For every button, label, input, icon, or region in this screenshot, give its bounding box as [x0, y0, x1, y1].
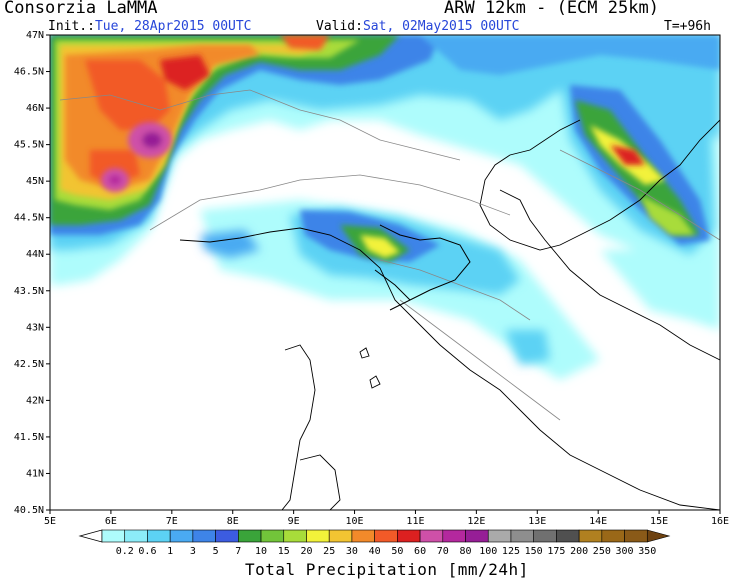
coastlines: [179, 119, 720, 510]
colorbar-high-arrow: [646, 529, 671, 543]
colorbar-swatch: [192, 529, 216, 543]
colorbar-swatch: [306, 529, 330, 543]
lon-tick-label: 11E: [406, 516, 424, 527]
colorbar-level-label: 200: [570, 546, 588, 557]
colorbar-level-label: 300: [616, 546, 634, 557]
colorbar-level-label: 125: [502, 546, 520, 557]
init-value: Tue, 28Apr2015 00UTC: [94, 19, 252, 34]
valid-value: Sat, 02May2015 00UTC: [362, 19, 520, 34]
colorbar-level-label: 15: [278, 546, 290, 557]
colorbar-level-label: 20: [300, 546, 312, 557]
longitude-axis: 5E 6E 7E 8E 9E 10E 11E 12E 13E 14E 15E 16E: [44, 510, 729, 527]
admin-borders: [59, 89, 720, 421]
lat-tick-label: 41N: [26, 468, 44, 479]
lat-tick-label: 45.5N: [14, 140, 44, 151]
colorbar-level-label: 0.2: [116, 546, 134, 557]
colorbar-swatch: [260, 529, 285, 543]
colorbar-swatch: [124, 529, 148, 543]
lon-tick-label: 5E: [44, 516, 56, 527]
colorbar-level-label: 3: [190, 546, 196, 557]
lon-tick-label: 7E: [166, 516, 178, 527]
colorbar-level-label: 30: [346, 546, 358, 557]
lat-tick-label: 46N: [26, 103, 44, 114]
colorbar-swatch: [238, 529, 262, 543]
colorbar-swatch: [283, 529, 307, 543]
colorbar-swatch: [578, 529, 603, 543]
colorbar-level-label: 10: [255, 546, 267, 557]
lon-tick-label: 10E: [346, 516, 364, 527]
colorbar-level-label: 100: [479, 546, 497, 557]
lead-time: T=+96h: [664, 19, 711, 34]
colorbar-level-label: 50: [391, 546, 403, 557]
lon-tick-label: 15E: [650, 516, 668, 527]
model-title: ARW 12km - (ECM 25km): [444, 0, 659, 18]
colorbar-swatch: [215, 529, 239, 543]
colorbar-swatch: [556, 529, 580, 543]
lat-tick-label: 41.5N: [14, 432, 44, 443]
colorbar-level-label: 60: [414, 546, 426, 557]
colorbar-low-arrow: [78, 529, 103, 543]
lat-tick-label: 42.5N: [14, 359, 44, 370]
colorbar-level-label: 0.6: [138, 546, 156, 557]
colorbar-level-label: 5: [213, 546, 219, 557]
colorbar-swatch: [487, 529, 512, 543]
valid-label: Valid:: [316, 19, 363, 34]
colorbar-swatch: [101, 529, 126, 543]
lon-tick-label: 6E: [105, 516, 117, 527]
colorbar-level-label: 250: [593, 546, 611, 557]
colorbar-swatch: [442, 529, 466, 543]
colorbar-swatch: [328, 529, 353, 543]
init-label: Init.:: [48, 19, 95, 34]
colorbar-level-label: 7: [235, 546, 241, 557]
lat-tick-label: 43.5N: [14, 286, 44, 297]
colorbar-level-label: 70: [437, 546, 449, 557]
colorbar-level-label: 175: [547, 546, 565, 557]
colorbar-swatch: [169, 529, 194, 543]
colorbar-swatch: [147, 529, 171, 543]
lon-tick-label: 8E: [227, 516, 239, 527]
colorbar-level-label: 350: [638, 546, 656, 557]
lon-tick-label: 14E: [589, 516, 607, 527]
lon-tick-label: 13E: [528, 516, 546, 527]
colorbar-level-label: 40: [369, 546, 381, 557]
colorbar-level-label: 150: [525, 546, 543, 557]
colorbar-swatch: [419, 529, 444, 543]
lat-tick-label: 44N: [26, 249, 44, 260]
colorbar-swatch: [397, 529, 421, 543]
region-borders: [374, 224, 471, 311]
colorbar-swatch: [465, 529, 489, 543]
colorbar-level-label: 25: [323, 546, 335, 557]
colorbar-swatch: [351, 529, 375, 543]
lat-tick-label: 47N: [26, 30, 44, 41]
lat-tick-label: 42N: [26, 395, 44, 406]
valid-time: Valid:Sat, 02May2015 00UTC: [316, 19, 520, 34]
lon-tick-label: 16E: [711, 516, 729, 527]
latitude-axis: 47N 46.5N 46N 45.5N 45N 44.5N 44N 43.5N 43N 42.5N…: [14, 30, 50, 516]
lat-tick-label: 45N: [26, 176, 44, 187]
colorbar-level-label: 1: [167, 546, 173, 557]
colorbar-swatch: [533, 529, 557, 543]
lat-tick-label: 44.5N: [14, 213, 44, 224]
map-frame: [49, 34, 721, 511]
organization-title: Consorzia LaMMA: [4, 0, 158, 18]
lat-tick-label: 46.5N: [14, 67, 44, 78]
lon-tick-label: 12E: [467, 516, 485, 527]
colorbar-swatch: [601, 529, 625, 543]
colorbar-level-label: 80: [459, 546, 471, 557]
lat-tick-label: 43N: [26, 322, 44, 333]
colorbar-swatch: [510, 529, 534, 543]
colorbar-title: Total Precipitation [mm/24h]: [245, 560, 529, 579]
init-time: Init.:Tue, 28Apr2015 00UTC: [48, 19, 252, 34]
colorbar: 0.2 0.6 1 3 5 7 10 15 20 25 30 40 50 60 70 80 100 125 150 1…: [78, 529, 671, 557]
colorbar-swatch: [374, 529, 398, 543]
colorbar-swatch: [624, 529, 648, 543]
lat-tick-label: 40.5N: [14, 505, 44, 516]
precip-field: [50, 35, 720, 380]
lon-tick-label: 9E: [288, 516, 300, 527]
